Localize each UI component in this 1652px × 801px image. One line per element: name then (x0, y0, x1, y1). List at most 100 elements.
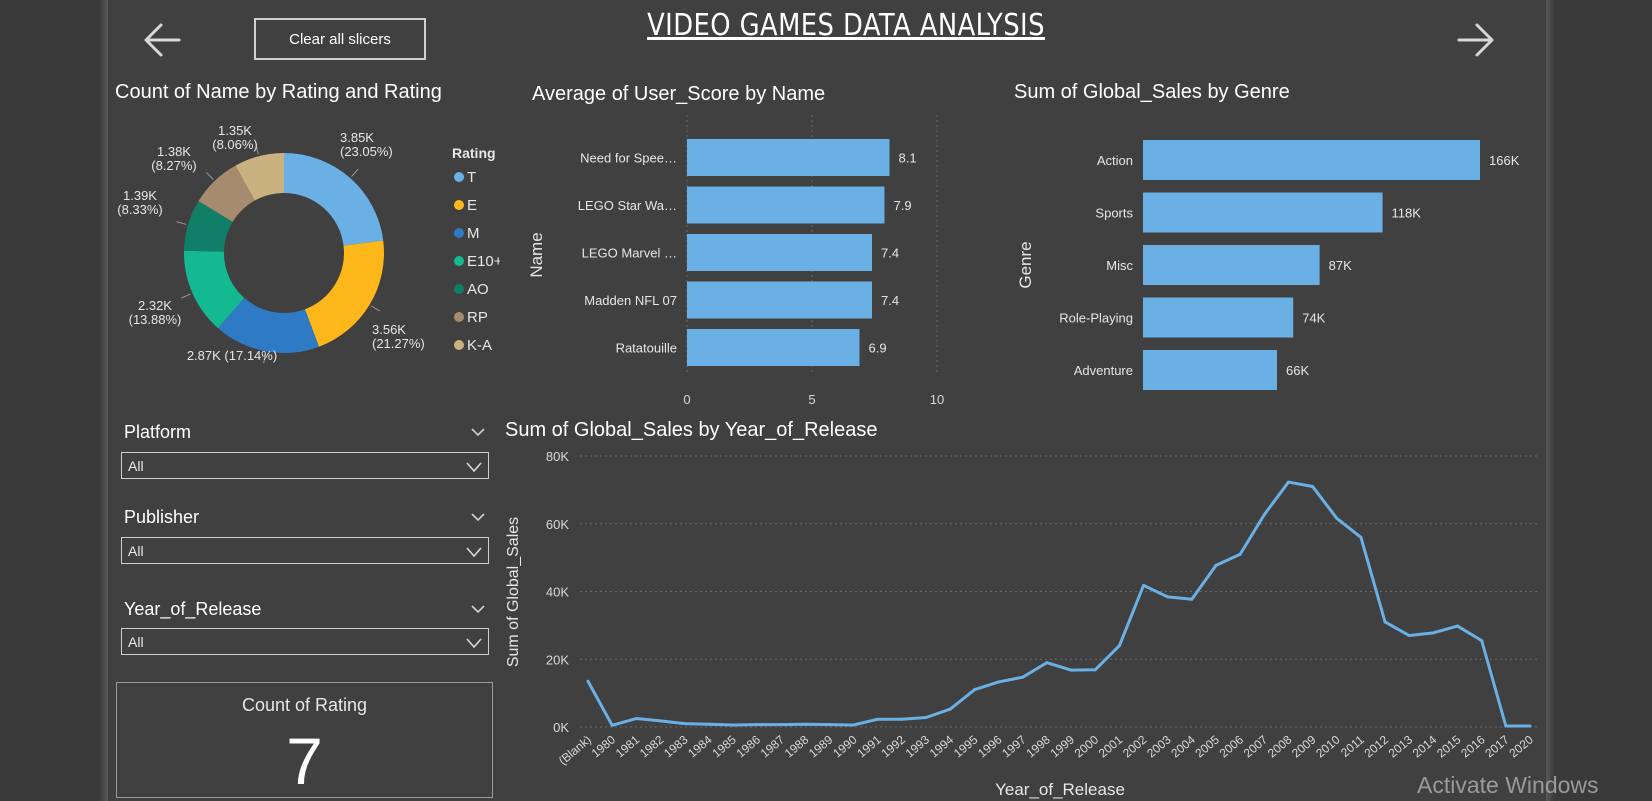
userscore-title: Average of User_Score by Name (532, 83, 826, 105)
line-point[interactable] (1190, 597, 1194, 601)
legend-item-T[interactable]: T (467, 169, 476, 186)
legend-item-E10+[interactable]: E10+ (467, 253, 500, 270)
donut-slice-M[interactable] (217, 298, 319, 353)
line-point[interactable] (1166, 595, 1170, 599)
line-point[interactable] (1383, 620, 1387, 624)
bar[interactable] (1143, 140, 1480, 180)
y-tick-label: Role-Playing (1059, 311, 1133, 326)
platform-dropdown-value: All (128, 457, 144, 474)
line-point[interactable] (948, 707, 952, 711)
legend-item-AO[interactable]: AO (467, 281, 489, 298)
legend-item-K-A[interactable]: K-A (467, 337, 492, 354)
line-point[interactable] (803, 722, 807, 726)
line-point[interactable] (1407, 634, 1411, 638)
line-point[interactable] (1069, 668, 1073, 672)
back-arrow-icon[interactable] (141, 18, 185, 62)
line-point[interactable] (828, 723, 832, 727)
bar[interactable] (1143, 192, 1383, 233)
line-point[interactable] (1214, 563, 1218, 567)
bar[interactable] (687, 139, 890, 176)
bar-data-label: 7.4 (881, 246, 899, 261)
publisher-collapse-chevron-icon[interactable] (470, 511, 486, 523)
line-point[interactable] (972, 688, 976, 692)
publisher-dropdown[interactable]: All (121, 537, 489, 564)
bar[interactable] (1143, 245, 1320, 285)
x-tick-label: 2002 (1120, 732, 1150, 760)
year-collapse-chevron-icon[interactable] (470, 603, 486, 615)
bar[interactable] (1143, 350, 1277, 390)
line-point[interactable] (1480, 639, 1484, 643)
x-tick-label: 2007 (1241, 732, 1271, 760)
x-tick-label: 2003 (1144, 732, 1174, 760)
bar[interactable] (687, 234, 872, 271)
line-point[interactable] (1359, 535, 1363, 539)
x-tick-label: 2010 (1313, 732, 1343, 760)
donut-data-label: 2.87K (17.14%) (187, 348, 277, 363)
line-point[interactable] (997, 680, 1001, 684)
donut-slice-E[interactable] (304, 240, 384, 347)
line-point[interactable] (876, 717, 880, 721)
donut-leader-line (176, 221, 187, 225)
line-point[interactable] (900, 717, 904, 721)
line-point[interactable] (1021, 675, 1025, 679)
line-point[interactable] (1335, 516, 1339, 520)
bar[interactable] (687, 329, 860, 366)
donut-slice-AO[interactable] (184, 201, 233, 252)
card-label: Count of Rating (241, 695, 368, 715)
line-point[interactable] (1142, 583, 1146, 587)
x-tick-label: 2020 (1506, 732, 1536, 760)
line-point[interactable] (779, 723, 783, 727)
bar-data-label: 66K (1286, 363, 1309, 378)
line-point[interactable] (1504, 724, 1508, 728)
platform-slicer-label: Platform (124, 422, 192, 442)
line-point[interactable] (1117, 644, 1121, 648)
line-point[interactable] (852, 723, 856, 727)
x-tick-label: 2006 (1217, 732, 1247, 760)
clear-all-slicers-button[interactable]: Clear all slicers (254, 18, 426, 60)
line-point[interactable] (658, 719, 662, 723)
donut-slice-K-A[interactable] (235, 153, 284, 201)
line-point[interactable] (1456, 624, 1460, 628)
year-dropdown[interactable]: All (121, 628, 489, 655)
chevron-down-icon (466, 547, 482, 558)
bar-data-label: 87K (1329, 258, 1352, 273)
line-point[interactable] (1045, 661, 1049, 665)
line-point[interactable] (707, 722, 711, 726)
legend-item-E[interactable]: E (467, 197, 477, 214)
line-point[interactable] (683, 722, 687, 726)
line-point[interactable] (1311, 484, 1315, 488)
sales-line[interactable] (586, 480, 1530, 728)
bar-data-label: 74K (1302, 311, 1325, 326)
bar[interactable] (687, 281, 872, 319)
line-point[interactable] (1262, 513, 1266, 517)
line-point[interactable] (731, 723, 735, 727)
legend-item-M[interactable]: M (467, 225, 480, 242)
line-point[interactable] (586, 679, 590, 683)
y-axis-title: Sum of Global_Sales (505, 517, 522, 667)
line-point[interactable] (1238, 552, 1242, 556)
publisher-dropdown-value: All (128, 542, 144, 559)
donut-data-label: 1.35K (218, 123, 252, 138)
donut-slice-E10+[interactable] (184, 250, 245, 329)
line-point[interactable] (1431, 631, 1435, 635)
legend-item-RP[interactable]: RP (467, 309, 488, 326)
line-point[interactable] (1286, 480, 1290, 484)
platform-collapse-chevron-icon[interactable] (470, 426, 486, 438)
donut-slice-T[interactable] (284, 153, 384, 246)
line-point[interactable] (924, 716, 928, 720)
bar[interactable] (1143, 297, 1294, 338)
platform-dropdown[interactable]: All (121, 452, 489, 479)
card-value: 7 (286, 724, 323, 798)
x-tick-label: 2014 (1410, 732, 1440, 760)
line-point[interactable] (755, 723, 759, 727)
line-point[interactable] (610, 723, 614, 727)
forward-arrow-icon[interactable] (1453, 18, 1497, 62)
line-point[interactable] (1093, 668, 1097, 672)
count-of-rating-card: Count of Rating 7 (116, 682, 493, 798)
donut-chart: 3.85K(23.05%) 3.56K(21.27%) 2.87K (17.14%)… (117, 123, 500, 364)
bar[interactable] (687, 186, 885, 224)
x-tick-label: 1999 (1048, 732, 1078, 760)
donut-slice-RP[interactable] (198, 165, 255, 222)
line-point[interactable] (634, 717, 638, 721)
line-point[interactable] (1528, 724, 1532, 728)
